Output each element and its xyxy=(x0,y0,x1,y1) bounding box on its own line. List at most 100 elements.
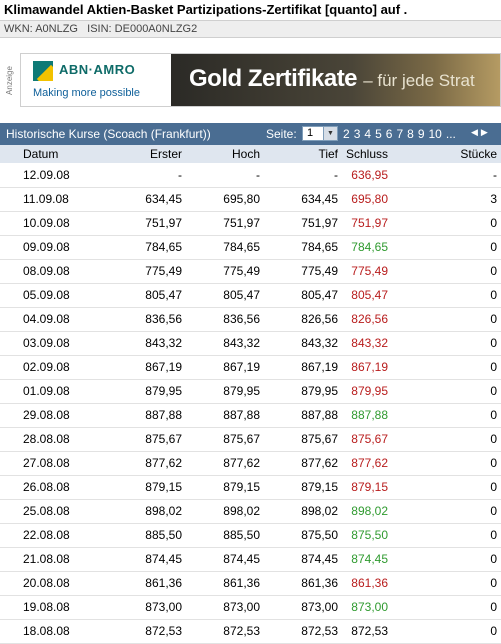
cell-stuecke: 0 xyxy=(490,624,497,638)
cell-date: 09.09.08 xyxy=(23,240,70,254)
cell-erster: 875,67 xyxy=(145,432,182,446)
cell-schluss: 805,47 xyxy=(351,288,388,302)
abn-amro-logo[interactable]: ABN·AMRO Making more possible xyxy=(21,54,171,106)
cell-tief: 875,50 xyxy=(301,528,338,542)
column-header-tief[interactable]: Tief xyxy=(318,147,338,161)
cell-date: 05.09.08 xyxy=(23,288,70,302)
cell-stuecke: 0 xyxy=(490,552,497,566)
cell-schluss: 875,67 xyxy=(351,432,388,446)
cell-hoch: 867,19 xyxy=(223,360,260,374)
page-select[interactable]: 1 ▼ xyxy=(302,126,338,141)
column-header-schluss[interactable]: Schluss xyxy=(345,147,388,161)
table-row: 11.09.08 634,45 695,80 634,45 695,80 3 xyxy=(0,187,501,211)
table-row: 19.08.08 873,00 873,00 873,00 873,00 0 xyxy=(0,595,501,619)
column-header-stuecke[interactable]: Stücke xyxy=(460,147,497,161)
cell-schluss: 898,02 xyxy=(351,504,388,518)
cell-hoch: 885,50 xyxy=(223,528,260,542)
cell-erster: 898,02 xyxy=(145,504,182,518)
cell-schluss: 879,95 xyxy=(351,384,388,398)
cell-erster: 805,47 xyxy=(145,288,182,302)
table-row: 09.09.08 784,65 784,65 784,65 784,65 0 xyxy=(0,235,501,259)
chevron-down-icon[interactable]: ▼ xyxy=(323,127,337,140)
cell-stuecke: 0 xyxy=(490,240,497,254)
table-row: 26.08.08 879,15 879,15 879,15 879,15 0 xyxy=(0,475,501,499)
gold-certificates-ad[interactable]: Gold Zertifikate – für jede Strat xyxy=(171,54,500,106)
wkn-value: A0NLZG xyxy=(35,23,78,35)
advertisement-area: Anzeige ABN·AMRO Making more possible Go… xyxy=(0,53,501,123)
page-link[interactable]: 9 xyxy=(417,127,425,141)
cell-schluss: 636,95 xyxy=(351,167,388,182)
cell-tief: 872,53 xyxy=(301,624,338,638)
cell-hoch: 887,88 xyxy=(223,408,260,422)
triangle-left-icon[interactable]: ◀ xyxy=(471,127,478,137)
cell-stuecke: 0 xyxy=(490,528,497,542)
page-link[interactable]: 4 xyxy=(364,127,372,141)
cell-tief: 784,65 xyxy=(301,240,338,254)
cell-tief: 826,56 xyxy=(301,312,338,326)
cell-hoch: 751,97 xyxy=(223,216,260,230)
cell-hoch: 695,80 xyxy=(223,192,260,206)
cell-hoch: 875,67 xyxy=(223,432,260,446)
cell-tief: 873,00 xyxy=(301,600,338,614)
page-label: Seite: xyxy=(266,127,297,141)
page-link[interactable]: 10 xyxy=(428,127,442,141)
cell-stuecke: 0 xyxy=(490,264,497,278)
cell-stuecke: 0 xyxy=(490,456,497,470)
table-row: 12.09.08- - -636,95- xyxy=(0,163,501,187)
cell-erster: 872,53 xyxy=(145,624,182,638)
page-link[interactable]: 8 xyxy=(407,127,414,141)
cell-schluss: 843,32 xyxy=(351,336,388,350)
cell-stuecke: 0 xyxy=(490,432,497,446)
cell-schluss: 775,49 xyxy=(351,264,388,278)
cell-hoch: 873,00 xyxy=(223,600,260,614)
cell-erster: 867,19 xyxy=(145,360,182,374)
column-header-datum[interactable]: Datum xyxy=(23,147,59,161)
cell-date: 28.08.08 xyxy=(23,432,70,446)
cell-schluss: 875,50 xyxy=(351,528,388,542)
cell-tief: 867,19 xyxy=(301,360,338,374)
cell-hoch: 874,45 xyxy=(223,552,260,566)
table-row: 10.09.08 751,97 751,97 751,97 751,97 0 xyxy=(0,211,501,235)
cell-schluss: 879,15 xyxy=(351,480,388,494)
page-select-value: 1 xyxy=(307,127,314,139)
page-link[interactable]: 7 xyxy=(396,127,404,141)
cell-date: 21.08.08 xyxy=(23,552,70,566)
cell-tief: 875,67 xyxy=(301,432,338,446)
page-link[interactable]: 3 xyxy=(353,127,361,141)
cell-date: 25.08.08 xyxy=(23,504,70,518)
ad-headline: Gold Zertifikate – für jede Strat xyxy=(189,65,475,92)
column-header-erster[interactable]: Erster xyxy=(149,147,182,161)
cell-date: 26.08.08 xyxy=(23,480,70,494)
cell-erster: 843,32 xyxy=(145,336,182,350)
cell-schluss: 784,65 xyxy=(351,240,388,254)
cell-erster: 885,50 xyxy=(145,528,182,542)
cell-erster: 879,95 xyxy=(145,384,182,398)
triangle-right-icon[interactable]: ▶ xyxy=(480,127,488,137)
cell-stuecke: 0 xyxy=(490,216,497,230)
cell-tief: 634,45 xyxy=(301,192,338,206)
page-links: 2 3 4 5 6 7 8 9 10... xyxy=(343,127,460,141)
cell-schluss: 873,00 xyxy=(351,600,388,614)
cell-date: 11.09.08 xyxy=(23,192,69,206)
cell-tief: 843,32 xyxy=(301,336,338,350)
isin-label: ISIN: xyxy=(87,23,112,35)
table-row: 05.09.08 805,47 805,47 805,47 805,47 0 xyxy=(0,283,501,307)
page-link[interactable]: 5 xyxy=(375,127,382,141)
page-link[interactable]: ... xyxy=(445,127,456,141)
isin-value: DE000A0NLZG2 xyxy=(114,23,198,35)
table-row: 22.08.08 885,50 885,50 875,50 875,50 0 xyxy=(0,523,501,547)
table-header-row: Datum Erster Hoch Tief Schluss Stücke xyxy=(0,145,501,163)
ad-banner[interactable]: ABN·AMRO Making more possible Gold Zerti… xyxy=(20,53,501,107)
cell-hoch: 879,15 xyxy=(223,480,260,494)
cell-stuecke: 0 xyxy=(490,408,497,422)
page-link[interactable]: 6 xyxy=(385,127,393,141)
cell-schluss: 872,53 xyxy=(351,624,388,638)
cell-stuecke: 3 xyxy=(490,192,497,206)
cell-hoch: 879,95 xyxy=(223,384,260,398)
cell-tief: 861,36 xyxy=(301,576,338,590)
cell-date: 10.09.08 xyxy=(23,216,70,230)
column-header-hoch[interactable]: Hoch xyxy=(231,147,260,161)
cell-hoch: 861,36 xyxy=(223,576,260,590)
page-link[interactable]: 2 xyxy=(343,127,350,141)
cell-tief: 879,95 xyxy=(301,384,338,398)
